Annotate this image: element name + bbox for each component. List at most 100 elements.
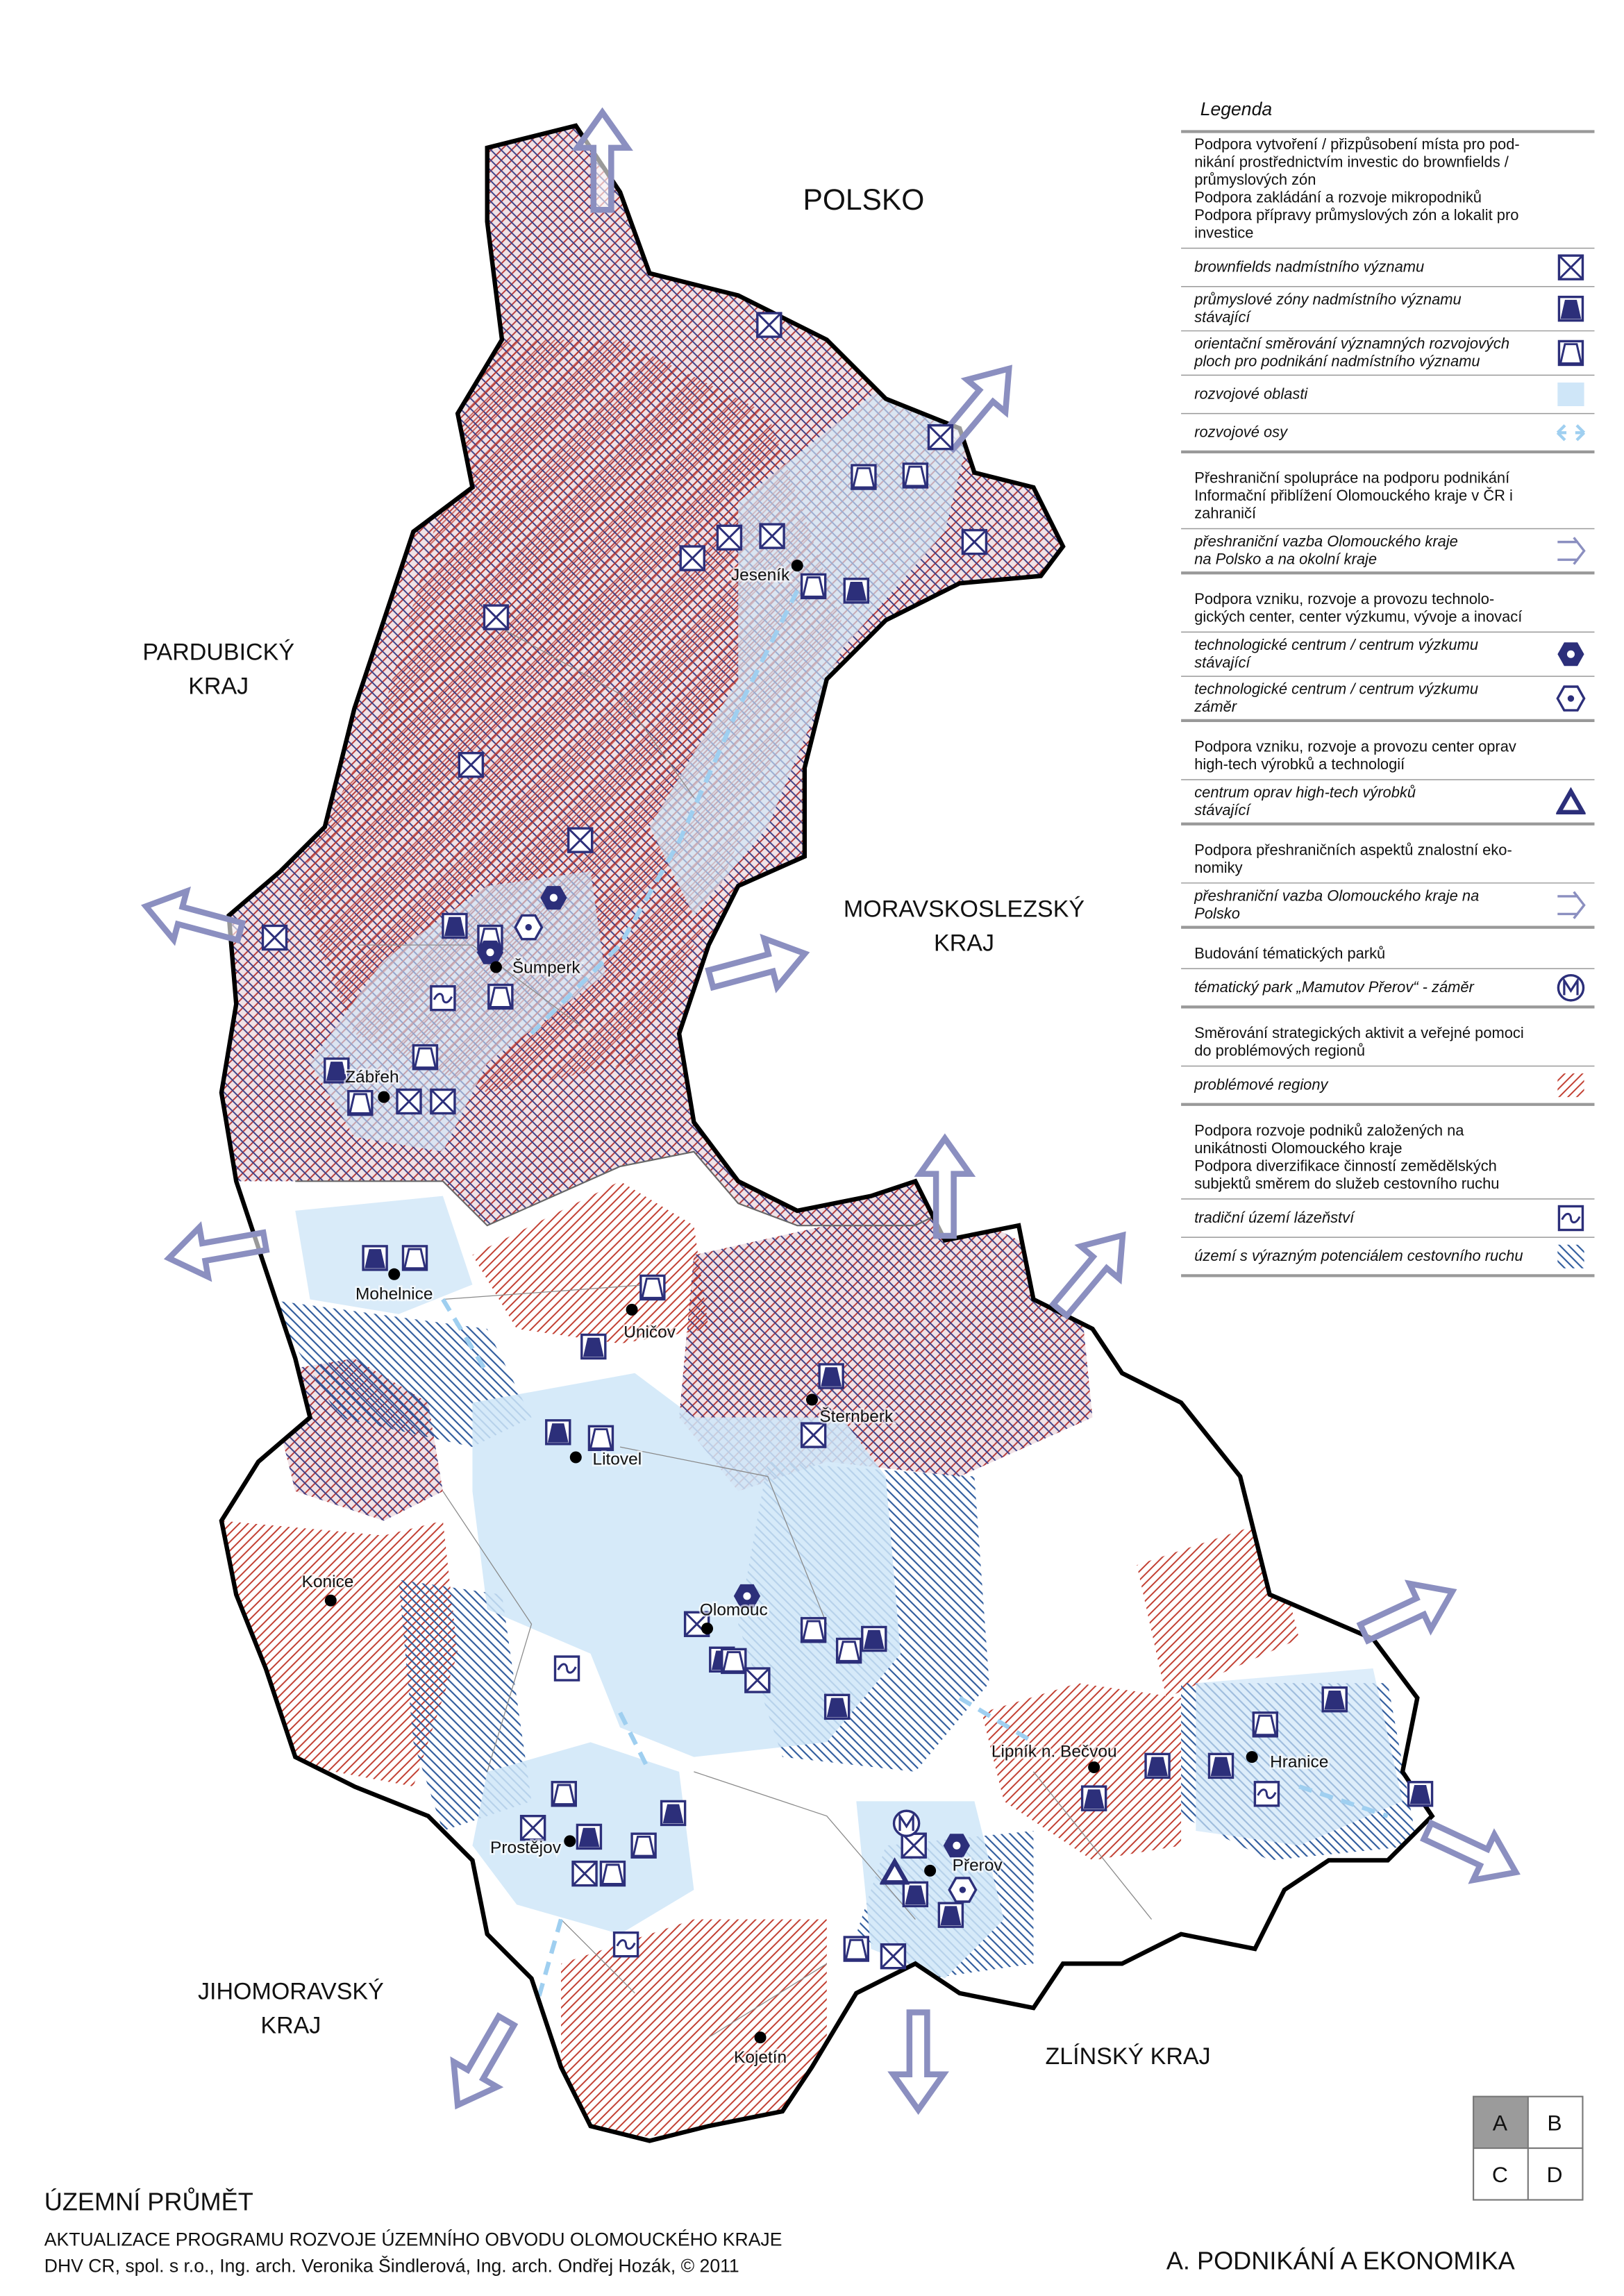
region-label: MORAVSKOSLEZSKÝ (844, 896, 1085, 923)
grid-lines (1473, 2096, 1583, 2200)
planned-zone-symbol (401, 1245, 428, 1271)
planned-zone-symbol (835, 1637, 862, 1664)
city-label: Lipník n. Bečvou (991, 1743, 1117, 1761)
legend-item-label: stávající (1194, 653, 1251, 671)
city-dot (388, 1268, 401, 1280)
city-label: Zábřeh (345, 1068, 399, 1087)
city-dot (324, 1594, 337, 1607)
city-dot (378, 1091, 390, 1103)
legend-heading: Přeshraniční spolupráce na podporu podni… (1194, 469, 1509, 487)
city-label: Šternberk (819, 1407, 894, 1426)
brownfield-symbol (744, 1667, 771, 1693)
grid-label: C (1492, 2162, 1508, 2187)
city-dot (564, 1835, 576, 1847)
legend-heading: gických center, center výzkumu, vývoje a… (1194, 607, 1522, 625)
legend-symbol (1557, 642, 1584, 667)
brownfield-symbol (571, 1860, 598, 1887)
legend-heading: Podpora přípravy průmyslových zón a loka… (1194, 206, 1518, 224)
legend-heading: Informační přiblížení Olomouckého kraje … (1194, 487, 1513, 504)
legend-item-label: území s výrazným potenciálem cestovního … (1194, 1247, 1523, 1264)
planned-zone-symbol (800, 573, 827, 600)
brownfield-symbol (261, 924, 288, 951)
planned-zone-symbol (902, 462, 929, 489)
city-dot (754, 2031, 767, 2044)
footer-subtitle: AKTUALIZACE PROGRAMU ROZVOJE ÚZEMNÍHO OB… (44, 2229, 782, 2249)
planned-zone-symbol (587, 1425, 614, 1452)
brownfield-symbol (756, 312, 782, 338)
planned-zone-symbol (487, 983, 514, 1010)
tech-centre-plan-symbol (948, 1877, 978, 1903)
region-label: JIHOMORAVSKÝ (198, 1978, 384, 2004)
region-label: ZLÍNSKÝ KRAJ (1045, 2043, 1210, 2070)
legend-symbol (1557, 382, 1584, 407)
legend-item-label: přeshraniční vazba Olomouckého kraje (1194, 533, 1458, 550)
city-dot (701, 1623, 714, 1635)
city-label: Mohelnice (355, 1284, 433, 1303)
border-arrow (1356, 1579, 1457, 1645)
legend-symbol (1556, 890, 1586, 920)
planned-zone-symbol (800, 1617, 827, 1643)
legend-heading: průmyslových zón (1194, 171, 1316, 188)
industrial-zone-symbol (1080, 1785, 1107, 1811)
legend-heading: Podpora vytvoření / přizpůsobení místa p… (1194, 135, 1519, 153)
industrial-zone-symbol (1321, 1686, 1348, 1713)
city-label: Olomouc (700, 1600, 768, 1619)
legend-heading: zahraničí (1194, 505, 1256, 522)
industrial-zone-symbol (861, 1625, 887, 1652)
city-label: Hranice (1270, 1753, 1328, 1772)
brownfield-symbol (901, 1832, 927, 1859)
region-label: KRAJ (260, 2012, 321, 2038)
legend-heading: do problémových regionů (1194, 1042, 1365, 1059)
spa-symbol (553, 1655, 580, 1682)
region-label: KRAJ (934, 930, 994, 957)
legend-item-label: problémové regiony (1194, 1076, 1329, 1093)
legend-heading: Směrování strategických aktivit a veřejn… (1194, 1024, 1523, 1041)
grid-label: A (1493, 2111, 1508, 2136)
brownfield-symbol (716, 524, 743, 551)
industrial-zone-symbol (442, 912, 468, 939)
city-label: Kojetín (734, 2048, 787, 2067)
legend-heading: Podpora diverzifikace činností zemědělsk… (1194, 1157, 1497, 1174)
legend-item-label: tradiční území lázeňství (1194, 1209, 1355, 1226)
spa-symbol (612, 1931, 639, 1958)
legend: Legenda Podpora vytvoření / přizpůsobení … (1181, 99, 1595, 1277)
industrial-zone-symbol (362, 1245, 388, 1271)
legend-item-label: průmyslové zóny nadmístního významu (1194, 290, 1461, 308)
grid-label: D (1547, 2162, 1563, 2187)
legend-item-label: Polsko (1194, 905, 1240, 922)
legend-heading: Podpora vzniku, rozvoje a provozu techno… (1194, 590, 1494, 607)
legend-symbol (1556, 685, 1586, 712)
city-dot (1088, 1761, 1100, 1774)
planned-zone-symbol (551, 1781, 577, 1807)
border-arrow (935, 364, 1012, 453)
planned-zone-symbol (851, 464, 877, 490)
spa-symbol (430, 984, 456, 1012)
legend-item-label: záměr (1194, 698, 1238, 715)
border-arrow (163, 1221, 270, 1282)
legend-symbol (1557, 1073, 1584, 1098)
legend-heading: high-tech výrobků a technologií (1194, 755, 1405, 773)
planned-zone-symbol (1252, 1711, 1279, 1738)
city-dot (626, 1303, 638, 1316)
industrial-zone-symbol (580, 1333, 607, 1360)
border-arrow (571, 107, 633, 213)
brownfield-symbol (567, 827, 594, 853)
legend-title: Legenda (1200, 99, 1272, 119)
legend-item-label: stávající (1194, 801, 1251, 819)
legend-heading: nomiky (1194, 859, 1242, 876)
border-arrow (705, 933, 810, 994)
brownfield-symbol (800, 1422, 827, 1448)
city-dot (569, 1451, 582, 1464)
legend-item-label: přeshraniční vazba Olomouckého kraje na (1194, 887, 1479, 904)
legend-heading: investice (1194, 224, 1253, 242)
border-arrow (1048, 1231, 1126, 1320)
industrial-zone-symbol (1207, 1752, 1234, 1779)
legend-item-label: rozvojové oblasti (1194, 385, 1308, 402)
legend-item-label: centrum oprav high-tech výrobků (1194, 783, 1416, 801)
footer-credits: DHV CR, spol. s r.o., Ing. arch. Veronik… (44, 2256, 739, 2277)
industrial-zone-symbol (576, 1823, 603, 1850)
city-dot (489, 961, 502, 973)
border-arrow (450, 2012, 519, 2110)
industrial-zone-symbol (902, 1881, 929, 1908)
